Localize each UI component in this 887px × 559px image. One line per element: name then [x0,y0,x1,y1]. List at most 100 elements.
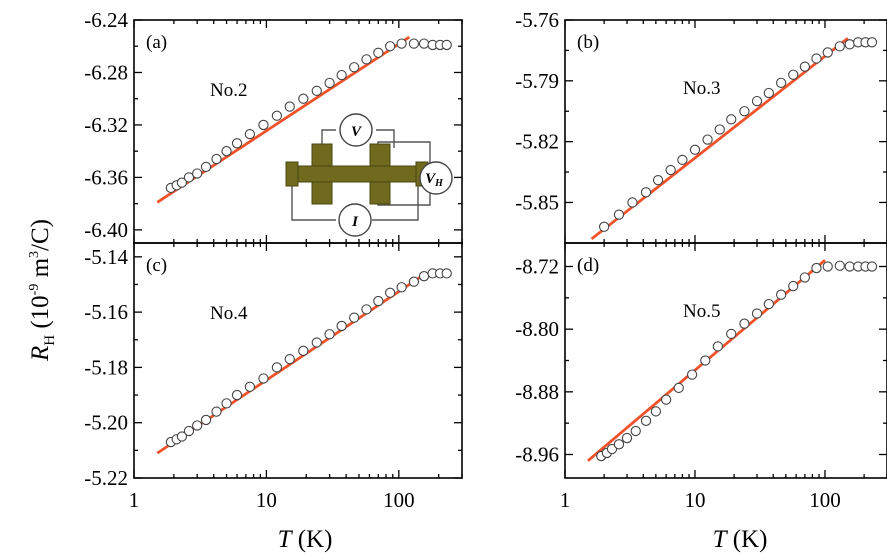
data-point [844,39,855,50]
data-point [183,425,195,437]
y-tick-label: -5.79 [515,69,559,93]
data-point [834,41,845,52]
data-point [799,272,810,283]
data-point [606,443,618,455]
panel-frame [133,19,463,244]
y-tick-label: -5.22 [84,466,128,490]
data-point [221,146,232,157]
y-tick-label: -5.76 [515,8,559,32]
data-point [192,168,203,179]
data-point [665,164,676,176]
data-point [726,114,737,125]
data-point [311,337,322,348]
hall-bar-arm-bottom-left [311,181,333,205]
y-tick-label: -5.82 [515,130,559,154]
data-point [258,373,269,384]
data-point [640,415,652,426]
panel-label: (c) [146,255,167,276]
data-point [361,304,372,315]
sample-label: No.4 [210,303,248,324]
data-point [788,280,799,292]
panels-group: -6.24-6.28-6.32-6.36-6.40(a)No.2-5.76-5.… [84,8,887,512]
x-tick-label: 10 [256,488,277,512]
data-point [349,62,360,73]
hall-bar-arm-bottom-right [369,181,391,205]
data-point [385,41,396,52]
data-point [630,425,641,437]
panel-1: -6.24 -6.28 -6.32 -6.36 -6.40 (a) No.2 [84,8,463,244]
panel-3: 1 10 100 -5.14 -5.16 -5.18 -5.20 -5.22 (c) No.4 [84,242,463,512]
data-point [244,381,256,392]
data-point [640,187,652,198]
data-point [298,345,309,356]
data-point [200,414,212,426]
data-point [336,320,347,332]
hall-voltmeter-icon [419,161,453,195]
panel-4: 1 10 100 -8.72 -8.80 -8.88 -8.96 (d) No.5 [515,242,887,512]
data-point [441,39,452,51]
data-point [866,261,878,272]
data-point [751,308,763,319]
y-tick-label: -5.14 [84,245,128,269]
data-point [396,38,407,49]
panel-2: -5.76 -5.79 -5.82 -5.85 (b) No.3 [515,8,887,244]
data-point [834,260,845,271]
data-point [192,420,203,431]
y-tick-label: -6.24 [84,8,128,32]
data-point [866,37,878,48]
data-point [231,389,243,401]
data-point [661,394,672,405]
data-point [211,153,222,165]
y-tick-label: -5.16 [84,300,128,324]
ammeter-icon [338,203,372,237]
data-point [221,398,232,409]
data-point [763,87,774,99]
data-point [284,353,295,365]
x-tick-label: 1 [560,488,571,512]
data-point [627,197,638,208]
data-point [200,161,212,173]
y-tick-label: -5.85 [515,190,559,214]
data-point [298,93,309,104]
data-point [183,172,195,183]
x-tick-label: 100 [383,488,415,512]
data-point [613,439,625,450]
sample-label: No.2 [210,80,247,101]
hall-bar-pad-left [285,161,299,187]
data-point [176,431,188,442]
data-point [396,282,407,293]
data-point [811,53,822,64]
panel-label: (b) [577,32,599,53]
panel-frame [564,19,887,244]
y-tick-label: -6.32 [84,113,128,137]
data-point [408,276,420,287]
voltmeter-icon [339,113,373,147]
data-point [673,382,684,394]
panel-label: (a) [146,32,167,53]
data-point [751,95,763,107]
y-tick-label: -8.88 [515,380,559,404]
data-point [373,47,384,58]
y-tick-label: -8.72 [515,255,559,279]
data-point [418,38,430,49]
data-point [324,77,335,89]
x-tick-label: 1 [129,488,140,512]
data-point [822,47,833,58]
y-tick-label: -5.18 [84,355,128,379]
data-point [621,432,633,444]
data-point [686,369,698,380]
x-tick-label: 100 [809,488,841,512]
data-point [726,328,737,340]
hall-voltmeter-label: VH [425,171,444,189]
data-point [418,271,430,282]
data-point [373,295,384,307]
data-point [598,221,610,232]
data-point [822,261,833,272]
data-point [712,341,724,352]
hall-bar-inset: V VH I [285,113,453,237]
data-point [799,61,810,72]
x-axis-title-right: T (K) [713,526,768,553]
sample-label: No.3 [683,78,720,99]
data-point [271,110,283,121]
y-axis-title: RH (10-9 m3/C) [27,219,58,362]
